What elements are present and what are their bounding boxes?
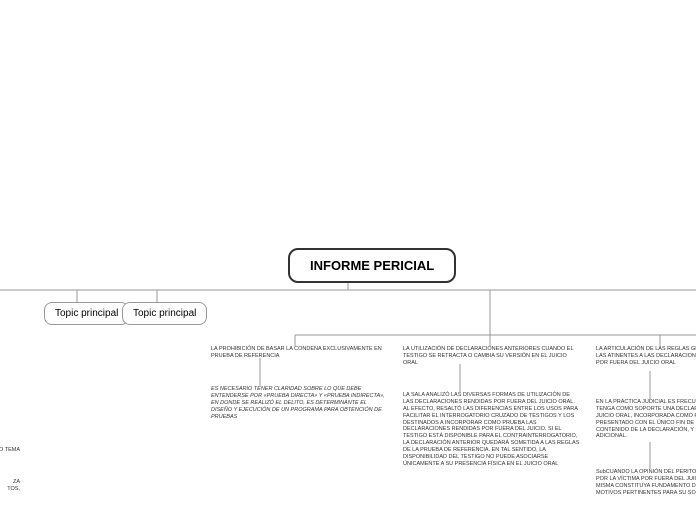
left-fragment-2: ZA TOS,: [0, 479, 20, 493]
topic-left-label: Topic principal: [55, 308, 118, 319]
col3-body1: EN LA PRÁCTICA JUDICIAL ES FRECUENTE QUE…: [596, 399, 696, 440]
topic-right-label: Topic principal: [133, 308, 196, 319]
root-node[interactable]: INFORME PERICIAL: [288, 248, 456, 283]
col1-heading: LA PROHIBICIÓN DE BASAR LA CONDENA EXCLU…: [211, 346, 386, 360]
left-fragment-1: O TEMA: [0, 447, 20, 454]
topic-node-right[interactable]: Topic principal: [122, 302, 207, 325]
col2-body: LA SALA ANALIZÓ LAS DIVERSAS FORMAS DE U…: [403, 392, 581, 468]
root-label: INFORME PERICIAL: [310, 258, 434, 273]
topic-node-left[interactable]: Topic principal: [44, 302, 129, 325]
col1-body: ES NECESARIO TENER CLARIDAD SOBRE LO QUE…: [211, 386, 386, 420]
col2-heading: LA UTILIZACIÓN DE DECLARACIONES ANTERIOR…: [403, 346, 581, 367]
col3-heading: LA ARTICULACIÓN DE LAS REGLAS GENERALES …: [596, 346, 696, 367]
col3-body2: SubCUANDO LA OPINIÓN DEL PERITO REPOSA E…: [596, 469, 696, 497]
